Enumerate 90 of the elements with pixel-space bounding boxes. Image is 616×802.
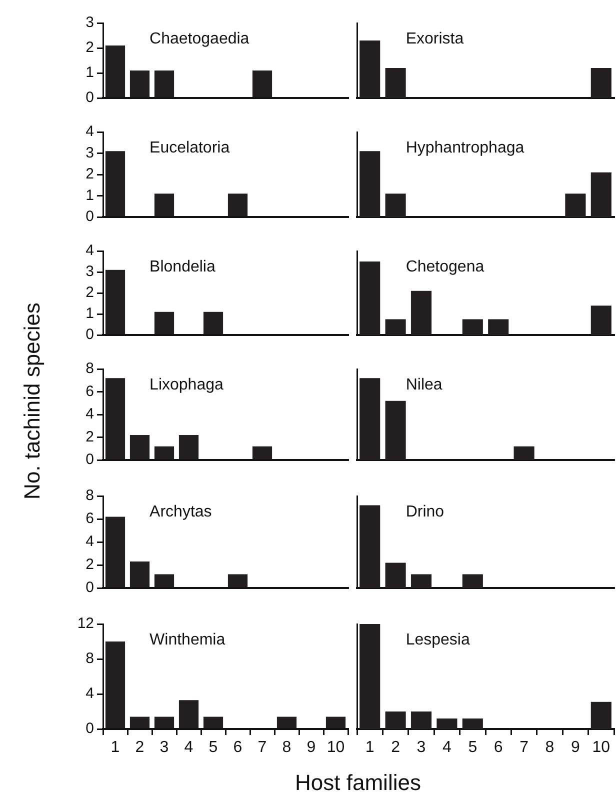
y-tick-label: 0 [86,451,94,468]
bar [385,712,406,729]
y-tick-label: 2 [86,556,94,574]
bar [410,712,432,729]
x-tick-label: 2 [391,739,400,756]
bar [385,319,406,335]
y-tick-label: 8 [86,487,94,504]
y-tick-label: 2 [86,284,94,302]
x-tick-label: 5 [468,739,478,756]
y-tick-label: 1 [86,186,94,204]
bar [154,446,174,460]
x-tick-label: 7 [258,739,267,756]
y-tick-label: 0 [86,720,94,738]
x-tick-label: 9 [306,739,316,756]
bar [360,624,380,729]
chart-title: Lixophaga [150,376,224,394]
bar [105,378,126,460]
chart-title: Blondelia [150,258,216,276]
y-tick-label: 8 [86,360,94,378]
x-tick-label: 8 [282,739,292,756]
y-tick-label: 4 [86,242,94,260]
x-tick-label: 8 [545,739,554,756]
bar [488,319,509,335]
x-tick-label: 3 [160,739,169,756]
bar [105,642,126,728]
x-tick-label: 3 [416,739,426,756]
x-axis-title: Host families [294,770,422,796]
bar [410,290,432,335]
bar [203,716,224,728]
y-tick-label: 0 [86,208,94,226]
y-tick-label: 0 [86,89,94,106]
bar [462,319,483,335]
chart-title: Winthemia [150,631,226,648]
y-tick-label: 0 [86,326,94,344]
bar [105,516,126,588]
chart-title: Eucelatoria [150,139,230,156]
x-tick-label: 6 [494,739,503,756]
x-tick-label: 1 [365,739,374,756]
x-tick-label: 10 [592,739,610,756]
bar [326,716,346,728]
y-tick-label: 2 [86,39,94,56]
x-tick-label: 2 [135,739,144,756]
y-tick-label: 3 [86,263,94,280]
chart-title: Nilea [406,376,442,394]
bar [228,574,248,588]
bar [178,700,199,728]
bar [590,306,612,335]
y-tick-label: 6 [86,510,94,528]
bar [360,262,380,335]
bar [154,574,174,588]
y-tick-label: 8 [86,650,94,668]
bar [178,434,199,460]
y-tick-label: 4 [86,406,94,423]
bar [462,718,483,729]
y-tick-label: 6 [86,382,94,400]
y-tick-label: 1 [86,305,94,322]
bar [130,562,150,588]
y-tick-label: 4 [86,123,94,140]
y-tick-label: 3 [86,144,94,162]
y-tick-label: 2 [86,428,94,446]
x-tick-label: 9 [570,739,580,756]
bar [130,716,150,728]
chart-title: Chetogena [406,258,484,276]
bar [154,716,174,728]
bar [252,446,272,460]
y-tick-label: 1 [86,64,94,82]
chart-title: Chaetogaedia [150,30,250,48]
x-tick-label: 4 [184,739,194,756]
x-tick-label: 1 [110,739,120,756]
y-tick-label: 4 [86,533,94,550]
chart-title: Exorista [406,30,464,48]
y-tick-label: 12 [77,615,94,632]
y-axis-title: No. tachinid species [19,302,45,500]
bar [590,702,612,729]
x-tick-label: 6 [233,739,242,756]
y-tick-label: 0 [86,579,94,596]
x-tick-label: 4 [442,739,452,756]
chart-title: Lespesia [406,631,470,648]
x-tick-label: 5 [208,739,218,756]
y-tick-label: 4 [86,685,94,702]
chart-title: Drino [406,503,444,520]
chart-title: Hyphantrophaga [406,139,524,156]
x-tick-label: 7 [520,739,529,756]
bar [130,434,150,460]
y-tick-label: 2 [86,166,94,183]
y-tick-label: 3 [86,14,94,32]
chart-title: Archytas [150,503,212,520]
x-tick-label: 10 [326,739,345,756]
bar [276,716,297,728]
bar [436,718,458,729]
